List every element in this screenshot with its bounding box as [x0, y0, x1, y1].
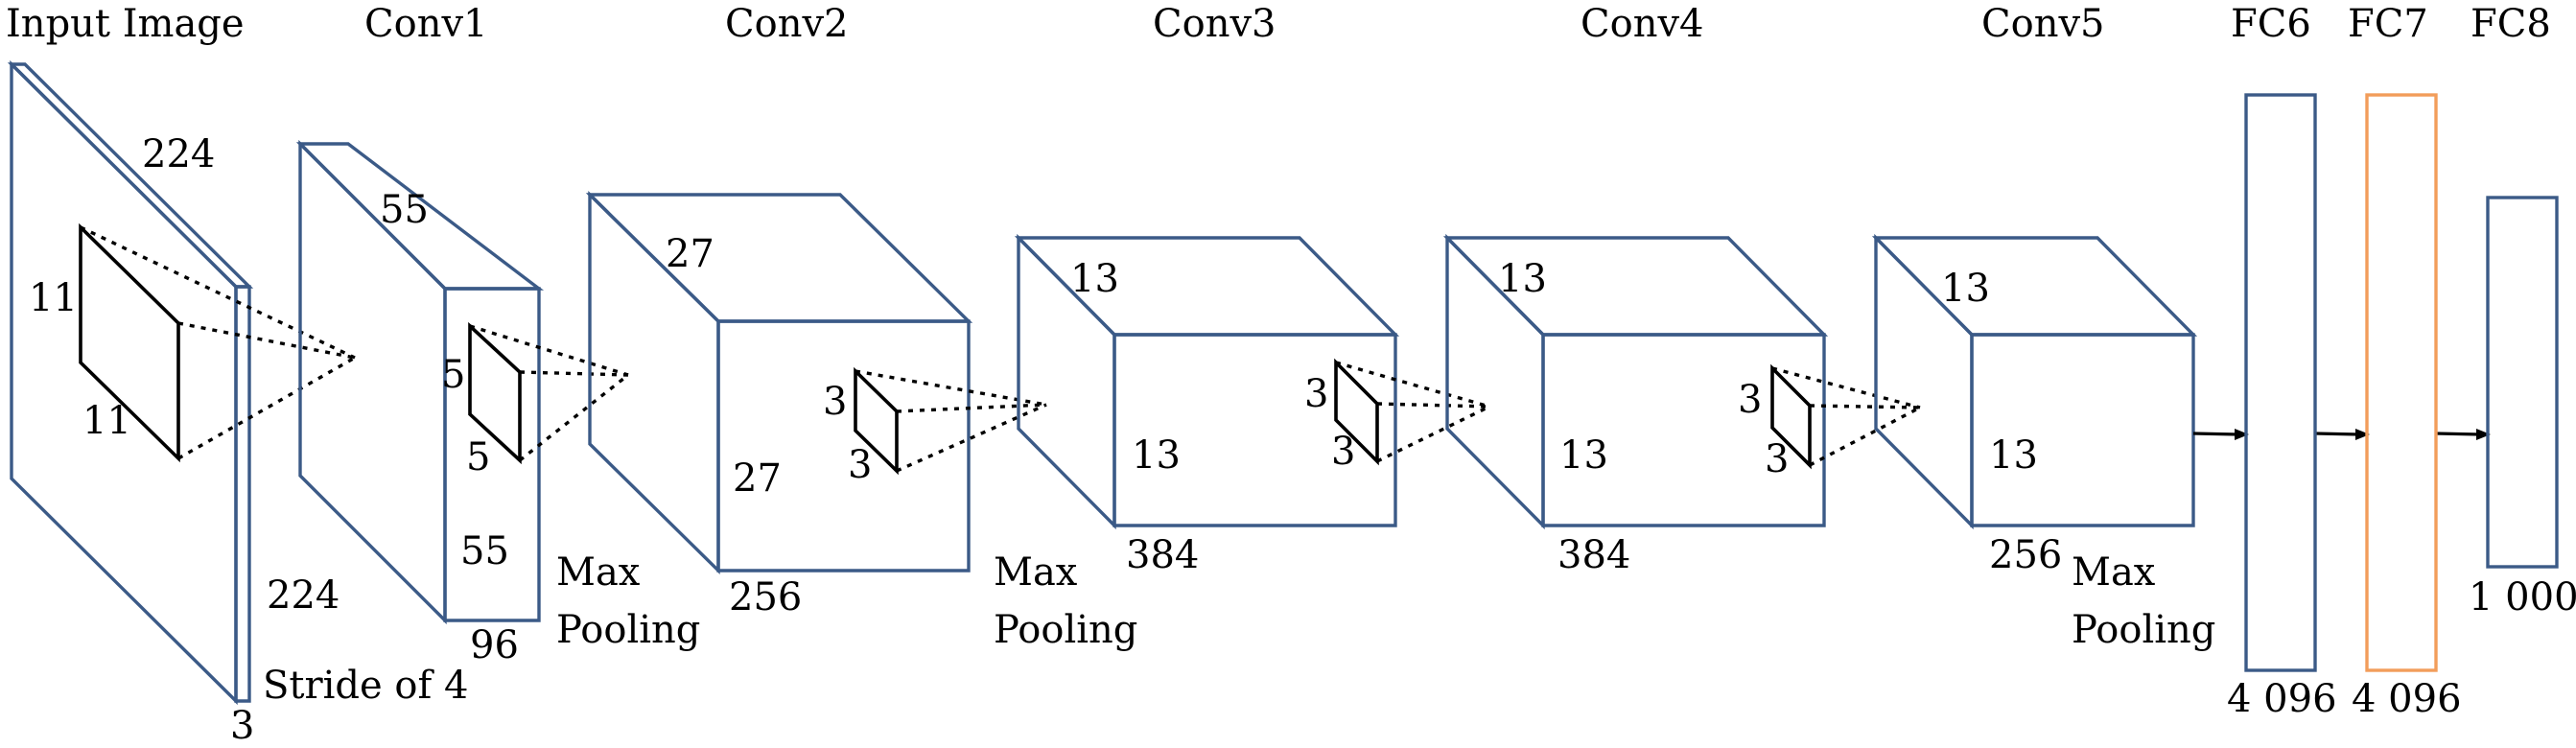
conv2-width-label: 27	[666, 232, 714, 276]
maxpool3-label-line1: Max	[2072, 550, 2156, 595]
conv2-height-label: 27	[733, 456, 782, 501]
conv1-kernel-width-label: 5	[466, 435, 490, 479]
conv3-height-label: 13	[1132, 433, 1181, 478]
conv1-kernel-height-label: 5	[441, 353, 465, 397]
conv3-depth-label: 384	[1126, 533, 1199, 577]
maxpool2-label-line1: Max	[994, 550, 1078, 595]
fc6-size-label: 4 096	[2227, 677, 2337, 721]
input-kernel-height-label: 11	[29, 276, 78, 320]
input-height-label: 224	[267, 573, 340, 618]
arrow-fc7-to-fc8	[2435, 429, 2491, 440]
conv1-kernel	[468, 321, 630, 465]
conv3-kernel	[1334, 358, 1490, 466]
label-fc6: FC6	[2231, 2, 2311, 46]
conv1-width-label: 55	[380, 188, 429, 232]
conv2-kernel-width-label: 3	[848, 443, 872, 487]
fc8-size-label: 1 000	[2469, 575, 2576, 619]
label-fc7: FC7	[2348, 2, 2428, 46]
conv2-kernel-height-label: 3	[823, 380, 847, 424]
conv5-height-label: 13	[1989, 433, 2038, 478]
label-input-image: Input Image	[6, 2, 245, 46]
input-kernel-width-label: 11	[82, 399, 131, 443]
conv1-depth-label: 96	[470, 623, 519, 667]
conv2-depth-label: 256	[729, 575, 802, 619]
maxpool1-label-line1: Max	[556, 550, 641, 595]
conv5-width-label: 13	[1941, 267, 1990, 311]
conv3-kernel-height-label: 3	[1304, 372, 1328, 416]
maxpool2-label-line2: Pooling	[994, 608, 1137, 652]
fc8-layer	[2486, 196, 2559, 569]
maxpool3-label-line2: Pooling	[2072, 608, 2215, 652]
maxpool1-label-line2: Pooling	[556, 608, 700, 652]
conv4-kernel-width-label: 3	[1765, 437, 1789, 481]
conv3-kernel-width-label: 3	[1331, 430, 1355, 474]
conv5-depth-label: 256	[1989, 533, 2062, 577]
conv4-kernel	[1770, 363, 1921, 470]
conv4-width-label: 13	[1498, 257, 1547, 301]
conv4-volume	[1442, 233, 1829, 530]
arrow-fc6-to-fc7	[2314, 429, 2370, 440]
conv2-kernel	[854, 366, 1047, 476]
conv4-depth-label: 384	[1557, 533, 1630, 577]
input-width-label: 224	[142, 132, 215, 176]
conv2-volume	[585, 190, 973, 575]
conv1-height-label: 55	[460, 529, 509, 573]
conv4-kernel-height-label: 3	[1738, 378, 1762, 422]
label-conv3: Conv3	[1153, 2, 1276, 46]
fc6-layer	[2244, 93, 2317, 672]
input-volume	[7, 59, 254, 706]
conv1-volume	[295, 139, 545, 625]
input-depth-label: 3	[230, 704, 254, 748]
conv3-volume	[1014, 233, 1400, 530]
label-conv2: Conv2	[725, 2, 849, 46]
label-conv1: Conv1	[364, 2, 488, 46]
conv4-height-label: 13	[1559, 433, 1608, 478]
label-conv4: Conv4	[1581, 2, 1704, 46]
arrow-conv5-to-fc6	[2192, 429, 2249, 440]
fc7-layer	[2365, 93, 2438, 672]
conv5-volume	[1871, 233, 2198, 530]
fc7-size-label: 4 096	[2352, 677, 2462, 721]
label-fc8: FC8	[2471, 2, 2551, 46]
conv3-width-label: 13	[1070, 257, 1119, 301]
label-conv5: Conv5	[1981, 2, 2105, 46]
input-kernel	[79, 222, 356, 463]
stride-label: Stride of 4	[263, 664, 468, 708]
